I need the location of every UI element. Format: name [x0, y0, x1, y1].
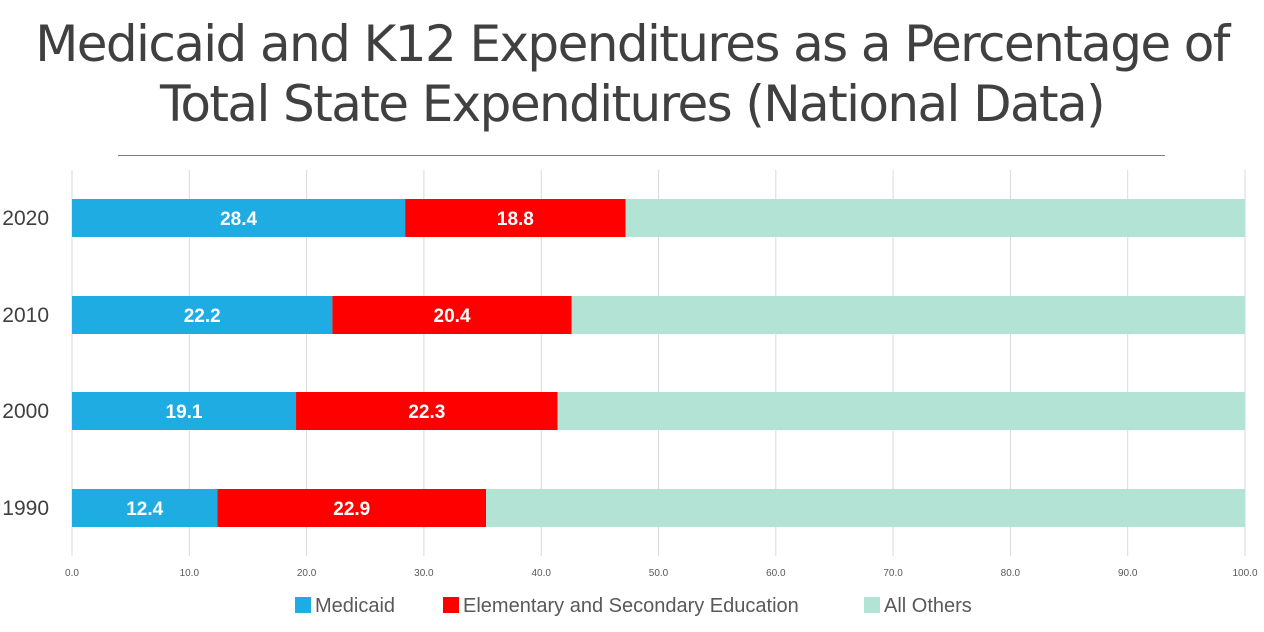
- x-tick-label: 60.0: [766, 568, 786, 579]
- data-label: 12.4: [126, 499, 163, 520]
- x-tick-label: 80.0: [1001, 568, 1021, 579]
- legend-label: All Others: [884, 595, 972, 617]
- category-label-2000: 2000: [2, 400, 49, 423]
- legend-swatch: [443, 597, 459, 613]
- data-label: 20.4: [434, 306, 471, 327]
- bar-segment-all-others-2020: [625, 199, 1245, 237]
- data-label: 22.2: [184, 306, 221, 327]
- x-tick-label: 30.0: [414, 568, 434, 579]
- bar-segment-medicaid-2000: [72, 392, 297, 430]
- x-tick-label: 70.0: [883, 568, 903, 579]
- bar-segment-all-others-2000: [557, 392, 1245, 430]
- bar-segment-medicaid-2010: [72, 296, 333, 334]
- legend-swatch: [864, 597, 880, 613]
- legend: Medicaid Elementary and Secondary Educati…: [295, 595, 972, 617]
- data-labels: 28.4 18.8 22.2 20.4 19.1 22.3 12.4 22.9: [126, 209, 534, 520]
- data-label: 18.8: [497, 209, 534, 230]
- data-label: 28.4: [220, 209, 257, 230]
- x-tick-label: 40.0: [531, 568, 551, 579]
- data-label: 22.9: [333, 499, 370, 520]
- value-axis: 0.0 10.0 20.0 30.0 40.0 50.0 60.0 70.0 80.0 90.0 1…: [65, 568, 1258, 579]
- x-tick-label: 10.0: [180, 568, 200, 579]
- bar-segment-all-others-2010: [571, 296, 1245, 334]
- bar-segment-elementary-and-secondary-education-2010: [332, 296, 572, 334]
- title-divider: [118, 155, 1165, 156]
- x-tick-label: 90.0: [1118, 568, 1138, 579]
- x-tick-label: 0.0: [65, 568, 79, 579]
- bar-segment-medicaid-1990: [72, 489, 218, 527]
- bars: [72, 199, 1246, 527]
- category-label-2020: 2020: [2, 207, 49, 230]
- bar-segment-medicaid-2020: [72, 199, 406, 237]
- bar-segment-elementary-and-secondary-education-2000: [296, 392, 558, 430]
- bar-segment-all-others-1990: [486, 489, 1246, 527]
- x-tick-label: 20.0: [297, 568, 317, 579]
- data-label: 22.3: [408, 402, 445, 423]
- category-label-2010: 2010: [2, 304, 49, 327]
- bar-segment-elementary-and-secondary-education-1990: [217, 489, 487, 527]
- data-label: 19.1: [166, 402, 203, 423]
- category-label-1990: 1990: [2, 497, 49, 520]
- chart-title: Medicaid and K12 Expenditures as a Perce…: [35, 15, 1230, 133]
- x-tick-label: 50.0: [649, 568, 669, 579]
- x-tick-label: 100.0: [1232, 568, 1257, 579]
- category-axis: 2020 2010 2000 1990: [2, 207, 49, 520]
- bar-segment-elementary-and-secondary-education-2020: [405, 199, 626, 237]
- legend-label: Medicaid: [315, 595, 395, 617]
- legend-swatch: [295, 597, 311, 613]
- legend-label: Elementary and Secondary Education: [463, 595, 799, 617]
